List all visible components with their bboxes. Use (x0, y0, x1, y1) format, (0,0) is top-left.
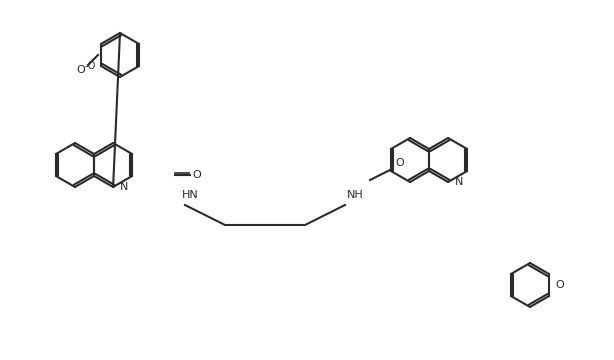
Text: HN: HN (182, 190, 198, 200)
Text: O: O (77, 65, 85, 75)
Text: O: O (395, 158, 405, 168)
Text: -O: -O (84, 61, 96, 71)
Text: O: O (556, 280, 564, 290)
Text: N: N (120, 182, 128, 192)
Text: NH: NH (347, 190, 363, 200)
Text: O: O (193, 170, 201, 180)
Text: N: N (455, 177, 464, 187)
